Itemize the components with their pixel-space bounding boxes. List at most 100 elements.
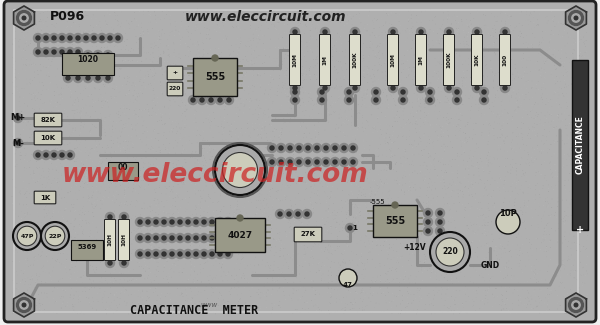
- Circle shape: [346, 224, 355, 232]
- Point: [190, 28, 200, 33]
- FancyBboxPatch shape: [472, 34, 482, 85]
- Point: [139, 29, 148, 34]
- Point: [324, 162, 334, 168]
- Point: [453, 14, 463, 20]
- Point: [13, 217, 23, 222]
- Point: [59, 119, 69, 124]
- Point: [312, 281, 322, 286]
- Point: [238, 46, 247, 52]
- Point: [456, 297, 466, 302]
- Point: [232, 184, 242, 189]
- Point: [395, 206, 405, 212]
- Point: [531, 187, 541, 192]
- Circle shape: [154, 220, 158, 224]
- Point: [464, 62, 473, 67]
- Point: [533, 114, 542, 119]
- Point: [197, 220, 207, 225]
- Point: [481, 241, 491, 246]
- Point: [319, 189, 329, 194]
- FancyBboxPatch shape: [499, 34, 511, 85]
- Point: [20, 157, 29, 162]
- Point: [576, 219, 586, 224]
- Point: [254, 287, 263, 292]
- Point: [431, 285, 441, 290]
- Point: [376, 273, 385, 278]
- Point: [168, 63, 178, 68]
- Point: [116, 256, 125, 262]
- Point: [292, 44, 301, 49]
- Point: [516, 194, 526, 199]
- Point: [128, 86, 138, 92]
- Point: [165, 98, 175, 103]
- Point: [75, 300, 85, 305]
- Point: [581, 176, 591, 182]
- Point: [148, 227, 157, 232]
- Point: [367, 18, 377, 23]
- Point: [182, 107, 192, 112]
- Point: [464, 239, 473, 244]
- Circle shape: [66, 76, 70, 80]
- Point: [174, 222, 184, 227]
- Point: [406, 289, 415, 294]
- Point: [407, 122, 417, 127]
- Point: [54, 227, 64, 233]
- Circle shape: [447, 30, 451, 34]
- Point: [290, 155, 300, 161]
- Point: [574, 158, 584, 163]
- Point: [427, 162, 436, 167]
- Point: [191, 212, 201, 217]
- Point: [163, 211, 173, 216]
- Point: [489, 77, 499, 83]
- Point: [479, 136, 488, 141]
- Point: [128, 188, 137, 194]
- Point: [560, 117, 570, 122]
- Point: [547, 113, 556, 118]
- Point: [395, 220, 405, 225]
- Point: [178, 181, 188, 187]
- Point: [181, 261, 190, 266]
- Point: [92, 267, 101, 272]
- Point: [385, 138, 394, 143]
- Point: [175, 233, 185, 238]
- Point: [548, 170, 557, 176]
- Point: [144, 266, 154, 271]
- Point: [326, 243, 335, 249]
- Point: [556, 129, 565, 134]
- Point: [14, 214, 23, 219]
- Point: [109, 169, 119, 174]
- Point: [302, 159, 311, 164]
- Point: [415, 117, 425, 123]
- Circle shape: [218, 236, 222, 240]
- Point: [308, 261, 318, 266]
- Point: [298, 108, 308, 113]
- Point: [272, 93, 282, 98]
- Point: [154, 54, 164, 59]
- Point: [203, 81, 212, 86]
- Point: [409, 51, 419, 57]
- Point: [322, 169, 331, 175]
- Point: [295, 295, 304, 300]
- Point: [562, 106, 572, 111]
- Point: [547, 104, 557, 109]
- Point: [71, 230, 80, 235]
- Point: [90, 250, 100, 255]
- Point: [130, 278, 139, 283]
- Point: [293, 309, 302, 314]
- Point: [171, 27, 181, 32]
- Point: [464, 108, 473, 113]
- Point: [190, 24, 200, 29]
- Point: [235, 215, 244, 220]
- Point: [386, 187, 396, 192]
- Point: [266, 284, 275, 289]
- Point: [549, 76, 559, 81]
- Point: [368, 83, 378, 88]
- Point: [25, 191, 34, 196]
- Point: [554, 199, 563, 204]
- Point: [532, 23, 542, 28]
- Point: [527, 155, 536, 160]
- Point: [294, 191, 304, 196]
- Point: [559, 219, 568, 224]
- Point: [122, 208, 132, 213]
- Point: [553, 133, 563, 138]
- Point: [132, 237, 142, 242]
